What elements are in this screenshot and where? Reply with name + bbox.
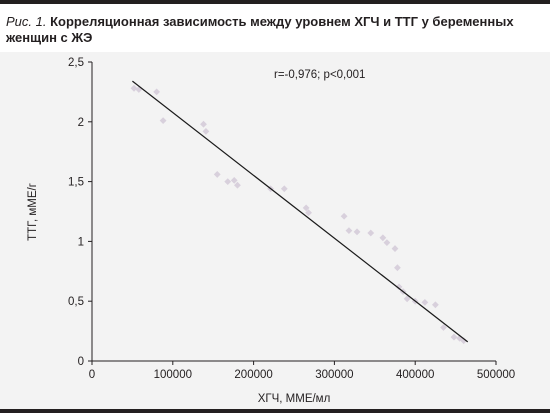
y-tick-label: 0,5 — [68, 296, 84, 308]
x-tick-label: 400000 — [396, 369, 434, 381]
data-point — [353, 228, 361, 236]
regression-line — [132, 80, 469, 343]
x-axis-label: ХГЧ, ММЕ/мл — [258, 393, 331, 405]
top-rule — [0, 0, 550, 4]
x-tick-label: 100000 — [154, 369, 192, 381]
data-point — [153, 88, 161, 96]
correlation-annotation: r=-0,976; p<0,001 — [274, 69, 365, 81]
data-point — [340, 212, 348, 220]
data-point — [432, 301, 439, 309]
y-tick-label: 1 — [78, 236, 84, 248]
bottom-rule — [0, 409, 550, 413]
y-tick-label: 2,5 — [68, 57, 84, 69]
data-point — [159, 117, 167, 125]
plot-panel: 0 0,5 1 1,5 2 2,5 0 100000 200000 300000 400000 50… — [0, 52, 550, 409]
scatter-chart: 0 0,5 1 1,5 2 2,5 0 100000 200000 300000 400000 50… — [27, 57, 515, 405]
data-point — [280, 185, 288, 193]
data-point — [302, 204, 310, 212]
data-point — [383, 239, 391, 246]
y-axis-label: ТТГ, мМЕ/г — [27, 183, 39, 241]
caption-text: Корреляционная зависимость между уровнем… — [6, 14, 514, 45]
y-tick-label: 1,5 — [68, 177, 84, 189]
data-point — [450, 333, 458, 341]
data-points — [130, 84, 468, 345]
figure-caption: Рис. 1. Корреляционная зависимость между… — [6, 14, 536, 46]
data-point — [230, 177, 238, 184]
data-point — [394, 264, 401, 272]
x-tick-label: 500000 — [477, 369, 515, 381]
data-point — [379, 234, 387, 242]
y-ticks: 0 0,5 1 1,5 2 2,5 — [68, 57, 92, 368]
data-point — [234, 181, 241, 189]
y-tick-label: 0 — [78, 356, 84, 368]
data-point — [391, 245, 399, 252]
data-point — [395, 283, 403, 291]
y-tick-label: 2 — [78, 117, 84, 129]
data-point — [440, 324, 447, 331]
data-point — [224, 178, 232, 185]
data-point — [345, 227, 353, 235]
data-point — [421, 298, 429, 306]
x-tick-label: 200000 — [234, 369, 272, 381]
data-point — [200, 120, 207, 128]
data-point — [202, 127, 210, 135]
data-point — [403, 295, 411, 303]
data-point — [213, 171, 221, 178]
x-ticks: 0 100000 200000 300000 400000 500000 — [89, 361, 515, 381]
data-point — [305, 209, 312, 217]
data-point — [135, 86, 143, 93]
data-point — [130, 84, 138, 92]
caption-prefix: Рис. 1. — [6, 14, 47, 29]
x-tick-label: 300000 — [315, 369, 353, 381]
x-tick-label: 0 — [89, 369, 95, 381]
data-point — [367, 229, 375, 237]
data-point — [460, 337, 468, 345]
